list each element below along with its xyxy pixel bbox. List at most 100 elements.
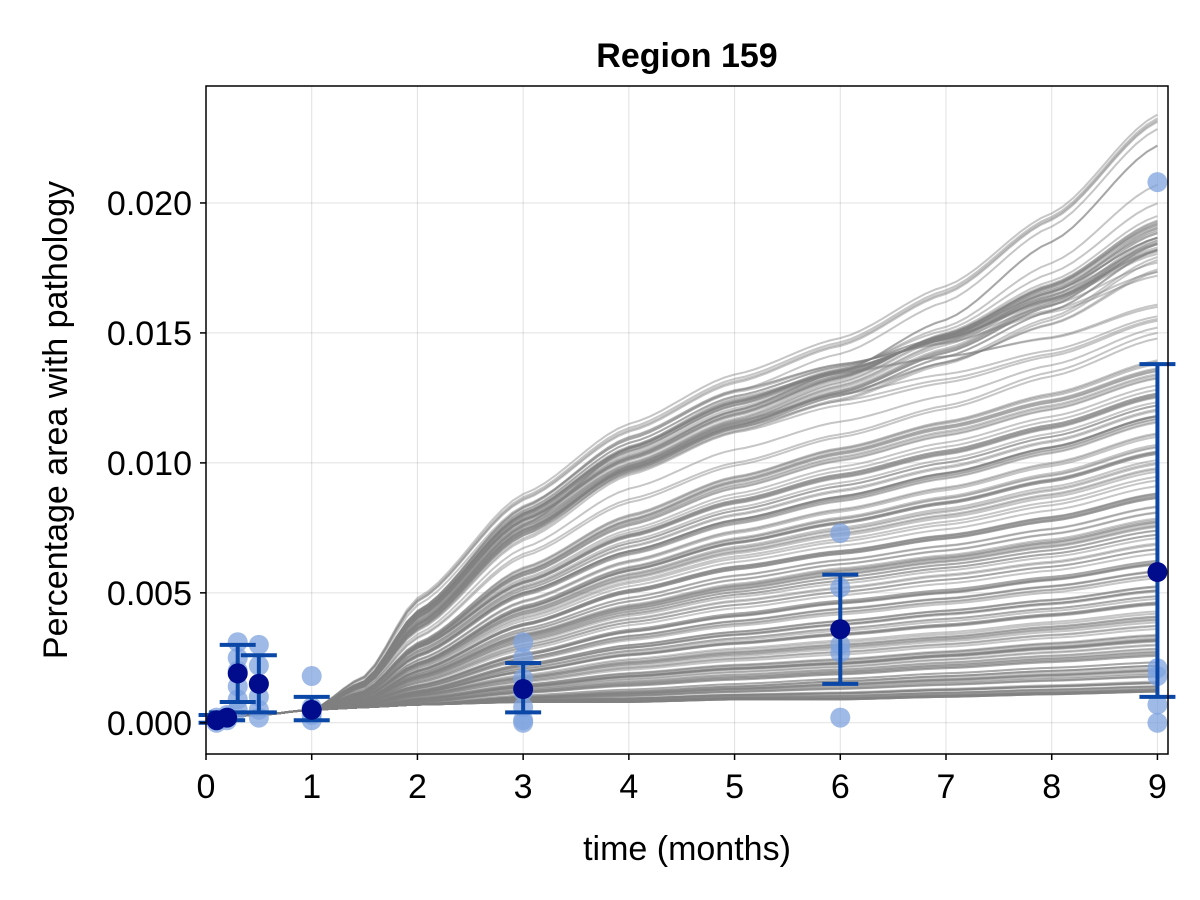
trajectory-curve	[205, 560, 1158, 719]
trajectory-curve	[205, 650, 1158, 719]
trajectory-curve	[205, 667, 1158, 719]
x-tick-label: 5	[725, 768, 744, 806]
mean-point	[227, 663, 248, 684]
trajectory-curve	[205, 243, 1158, 719]
trajectory-curve	[205, 227, 1158, 719]
trajectory-curve	[205, 452, 1158, 719]
trajectory-curve	[205, 670, 1158, 719]
trajectory-curve	[205, 624, 1158, 719]
trajectory-curve	[205, 202, 1158, 719]
trajectory-curve	[205, 633, 1158, 719]
trajectory-curve	[205, 585, 1158, 719]
trajectory-curve	[205, 331, 1158, 719]
trajectory-curve	[205, 686, 1158, 719]
trajectory-curve	[205, 417, 1158, 719]
trajectory-curve	[205, 597, 1158, 719]
trajectory-curve	[205, 542, 1158, 719]
trajectory-curve	[205, 639, 1158, 719]
trajectory-curve	[205, 270, 1158, 719]
trajectory-curve	[205, 690, 1158, 719]
trajectory-curve	[205, 369, 1158, 719]
trajectory-curve	[205, 401, 1158, 719]
trajectory-curve	[205, 319, 1158, 719]
trajectory-curve	[205, 420, 1158, 719]
y-tick-label: 0.020	[107, 185, 192, 223]
trajectory-curve	[205, 183, 1158, 719]
trajectory-curve	[205, 415, 1158, 719]
observation-point	[513, 632, 534, 653]
trajectory-curve	[205, 368, 1158, 719]
trajectory-curve	[205, 690, 1158, 719]
trajectory-curve	[205, 690, 1158, 719]
trajectory-curve	[205, 392, 1158, 719]
trajectory-curve	[205, 589, 1158, 719]
observation-point	[301, 666, 322, 687]
trajectory-curve	[205, 543, 1158, 719]
trajectory-curve	[205, 601, 1158, 719]
trajectory-curve	[205, 690, 1158, 719]
trajectory-curve	[205, 241, 1158, 719]
trajectory-curve	[205, 249, 1158, 719]
trajectory-curve	[205, 360, 1158, 719]
trajectory-curve	[205, 497, 1158, 719]
trajectory-curve	[205, 230, 1158, 719]
trajectory-curve	[205, 639, 1158, 719]
observation-point	[513, 712, 534, 733]
trajectory-curve	[205, 634, 1158, 719]
trajectory-curve	[205, 688, 1158, 719]
trajectory-curve	[205, 685, 1158, 719]
mean-points	[206, 562, 1168, 731]
trajectory-curve	[205, 446, 1158, 719]
trajectory-curve	[205, 414, 1158, 719]
x-axis-ticks: 0 1 2 3 4 5 6 7 8 9	[197, 754, 1167, 806]
trajectory-curve	[205, 644, 1158, 719]
trajectory-curve	[205, 395, 1158, 719]
trajectory-curve	[205, 589, 1158, 719]
trajectory-curve	[205, 682, 1158, 719]
trajectory-curve	[205, 689, 1158, 719]
trajectory-curve	[205, 270, 1158, 719]
x-tick-label: 4	[619, 768, 638, 806]
trajectory-curve	[205, 537, 1158, 719]
trajectory-curve	[205, 315, 1158, 719]
trajectory-curve	[205, 685, 1158, 719]
observation-point	[227, 632, 248, 653]
trajectory-curve	[205, 628, 1158, 719]
trajectory-curve	[205, 239, 1158, 719]
trajectory-curve	[205, 533, 1158, 719]
trajectory-curve	[205, 144, 1158, 719]
chart-title: Region 159	[596, 37, 777, 75]
trajectory-curve	[205, 377, 1158, 719]
y-tick-label: 0.005	[107, 575, 192, 613]
trajectory-curve	[205, 259, 1158, 719]
trajectory-curve	[205, 548, 1158, 719]
trajectory-curve	[205, 452, 1158, 719]
trajectory-curve	[205, 638, 1158, 719]
trajectory-curve	[205, 561, 1158, 719]
trajectory-curve	[205, 337, 1158, 719]
trajectory-curve	[205, 618, 1158, 719]
trajectory-curve	[205, 415, 1158, 719]
trajectory-curve	[205, 562, 1158, 719]
trajectory-curve	[205, 461, 1158, 719]
trajectory-curve	[205, 450, 1158, 719]
trajectory-curve	[205, 394, 1158, 719]
trajectory-curve	[205, 689, 1158, 719]
trajectory-curve	[205, 595, 1158, 719]
trajectory-curve	[205, 479, 1158, 719]
trajectory-curve	[205, 305, 1158, 719]
trajectory-curve	[205, 563, 1158, 719]
trajectory-curve	[205, 661, 1158, 719]
trajectory-curve	[205, 261, 1158, 719]
trajectory-curve	[205, 493, 1158, 719]
trajectory-curve	[205, 661, 1158, 719]
trajectory-curve	[205, 621, 1158, 719]
trajectory-curve	[205, 409, 1158, 719]
trajectory-curve	[205, 664, 1158, 719]
trajectory-curve	[205, 654, 1158, 719]
trajectory-curve	[205, 521, 1158, 719]
trajectory-curve	[205, 113, 1158, 719]
x-tick-label: 3	[514, 768, 533, 806]
trajectory-curve	[205, 225, 1158, 719]
